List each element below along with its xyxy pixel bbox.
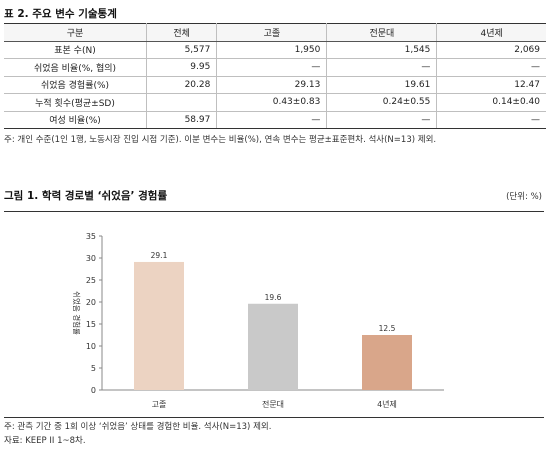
table-header-row: 구분 전체 고졸 전문대 4년제 xyxy=(4,23,546,42)
category-label: 4년제 xyxy=(377,399,397,409)
table-cell: 29.13 xyxy=(216,76,328,94)
category-label: 전문대 xyxy=(262,399,284,409)
table-row: 여성 비율(%) 58.97 — — — xyxy=(4,111,546,129)
table-cell: 5,577 xyxy=(146,41,218,59)
table-cell: 0.14±0.40 xyxy=(436,93,546,112)
figure-note: 주: 관측 기간 중 1회 이상 ‘쉬었음’ 상태를 경험한 비율. 석사(N=… xyxy=(4,422,272,432)
table-cell: 0.24±0.55 xyxy=(326,93,438,112)
data-label: 19.6 xyxy=(265,293,282,302)
table-cell: 58.97 xyxy=(146,111,218,129)
table-cell: 12.47 xyxy=(436,76,546,94)
y-tick-label: 10 xyxy=(86,342,96,351)
bar xyxy=(134,261,184,390)
table-cell: — xyxy=(436,111,546,129)
table-cell: 0.43±0.83 xyxy=(216,93,328,112)
y-tick-label: 30 xyxy=(86,254,96,263)
y-tick-label: 20 xyxy=(86,298,96,307)
bar xyxy=(248,303,298,390)
header-university: 4년제 xyxy=(436,23,546,42)
table-cell: 1,950 xyxy=(216,41,328,59)
y-tick-label: 25 xyxy=(86,276,96,285)
data-label: 29.1 xyxy=(151,251,168,260)
table-row: 표본 수(N) 5,577 1,950 1,545 2,069 xyxy=(4,41,546,59)
bar xyxy=(362,335,412,390)
table-cell: — xyxy=(436,58,546,77)
table-title: 표 2. 주요 변수 기술통계 xyxy=(4,8,117,20)
data-label: 12.5 xyxy=(379,324,396,333)
table-cell: 2,069 xyxy=(436,41,546,59)
unit-label: (단위: %) xyxy=(506,192,542,202)
header-college: 전문대 xyxy=(326,23,438,42)
chart-frame: 0 5 10 15 20 25 30 35 쉬었음 경험률 29.1 고졸 19.6 전문대 12.5 4년… xyxy=(4,211,544,418)
table-row: 쉬었음 비율(%, 협의) 9.95 — — — xyxy=(4,58,546,77)
table-cell xyxy=(146,93,218,112)
stats-table: 구분 전체 고졸 전문대 4년제 표본 수(N) 5,577 1,950 1,5… xyxy=(4,23,546,129)
figure-title: 그림 1. 학력 경로별 ‘쉬었음’ 경험률 xyxy=(4,190,168,202)
y-tick-label: 35 xyxy=(86,232,96,241)
category-label: 고졸 xyxy=(152,400,167,409)
header-category: 구분 xyxy=(4,23,147,42)
table-cell: — xyxy=(326,58,438,77)
row-label: 표본 수(N) xyxy=(4,41,147,59)
table-row: 누적 횟수(평균±SD) 0.43±0.83 0.24±0.55 0.14±0.… xyxy=(4,93,546,112)
table-cell: 20.28 xyxy=(146,76,218,94)
header-highschool: 고졸 xyxy=(216,23,328,42)
row-label: 누적 횟수(평균±SD) xyxy=(4,93,147,112)
bar-chart: 0 5 10 15 20 25 30 35 쉬었음 경험률 29.1 고졸 19.6 전문대 12.5 4년… xyxy=(72,232,444,409)
table-cell: — xyxy=(326,111,438,129)
y-tick-label: 5 xyxy=(91,364,96,373)
row-label: 쉬었음 경험률(%) xyxy=(4,76,147,94)
y-tick-label: 15 xyxy=(86,320,96,329)
table-cell: 1,545 xyxy=(326,41,438,59)
y-axis-label: 쉬었음 경험률 xyxy=(72,291,82,335)
row-label: 쉬었음 비율(%, 협의) xyxy=(4,58,147,77)
source-note: 자료: KEEP II 1~8차. xyxy=(4,436,86,446)
table-note: 주: 개인 수준(1인 1행, 노동시장 진입 시점 기준). 이분 변수는 비… xyxy=(4,135,437,145)
header-total: 전체 xyxy=(146,23,218,42)
table-cell: 19.61 xyxy=(326,76,438,94)
y-tick-label: 0 xyxy=(91,386,96,395)
table-cell: — xyxy=(216,58,328,77)
table-cell: 9.95 xyxy=(146,58,218,77)
row-label: 여성 비율(%) xyxy=(4,111,147,129)
table-row: 쉬었음 경험률(%) 20.28 29.13 19.61 12.47 xyxy=(4,76,546,94)
table-cell: — xyxy=(216,111,328,129)
